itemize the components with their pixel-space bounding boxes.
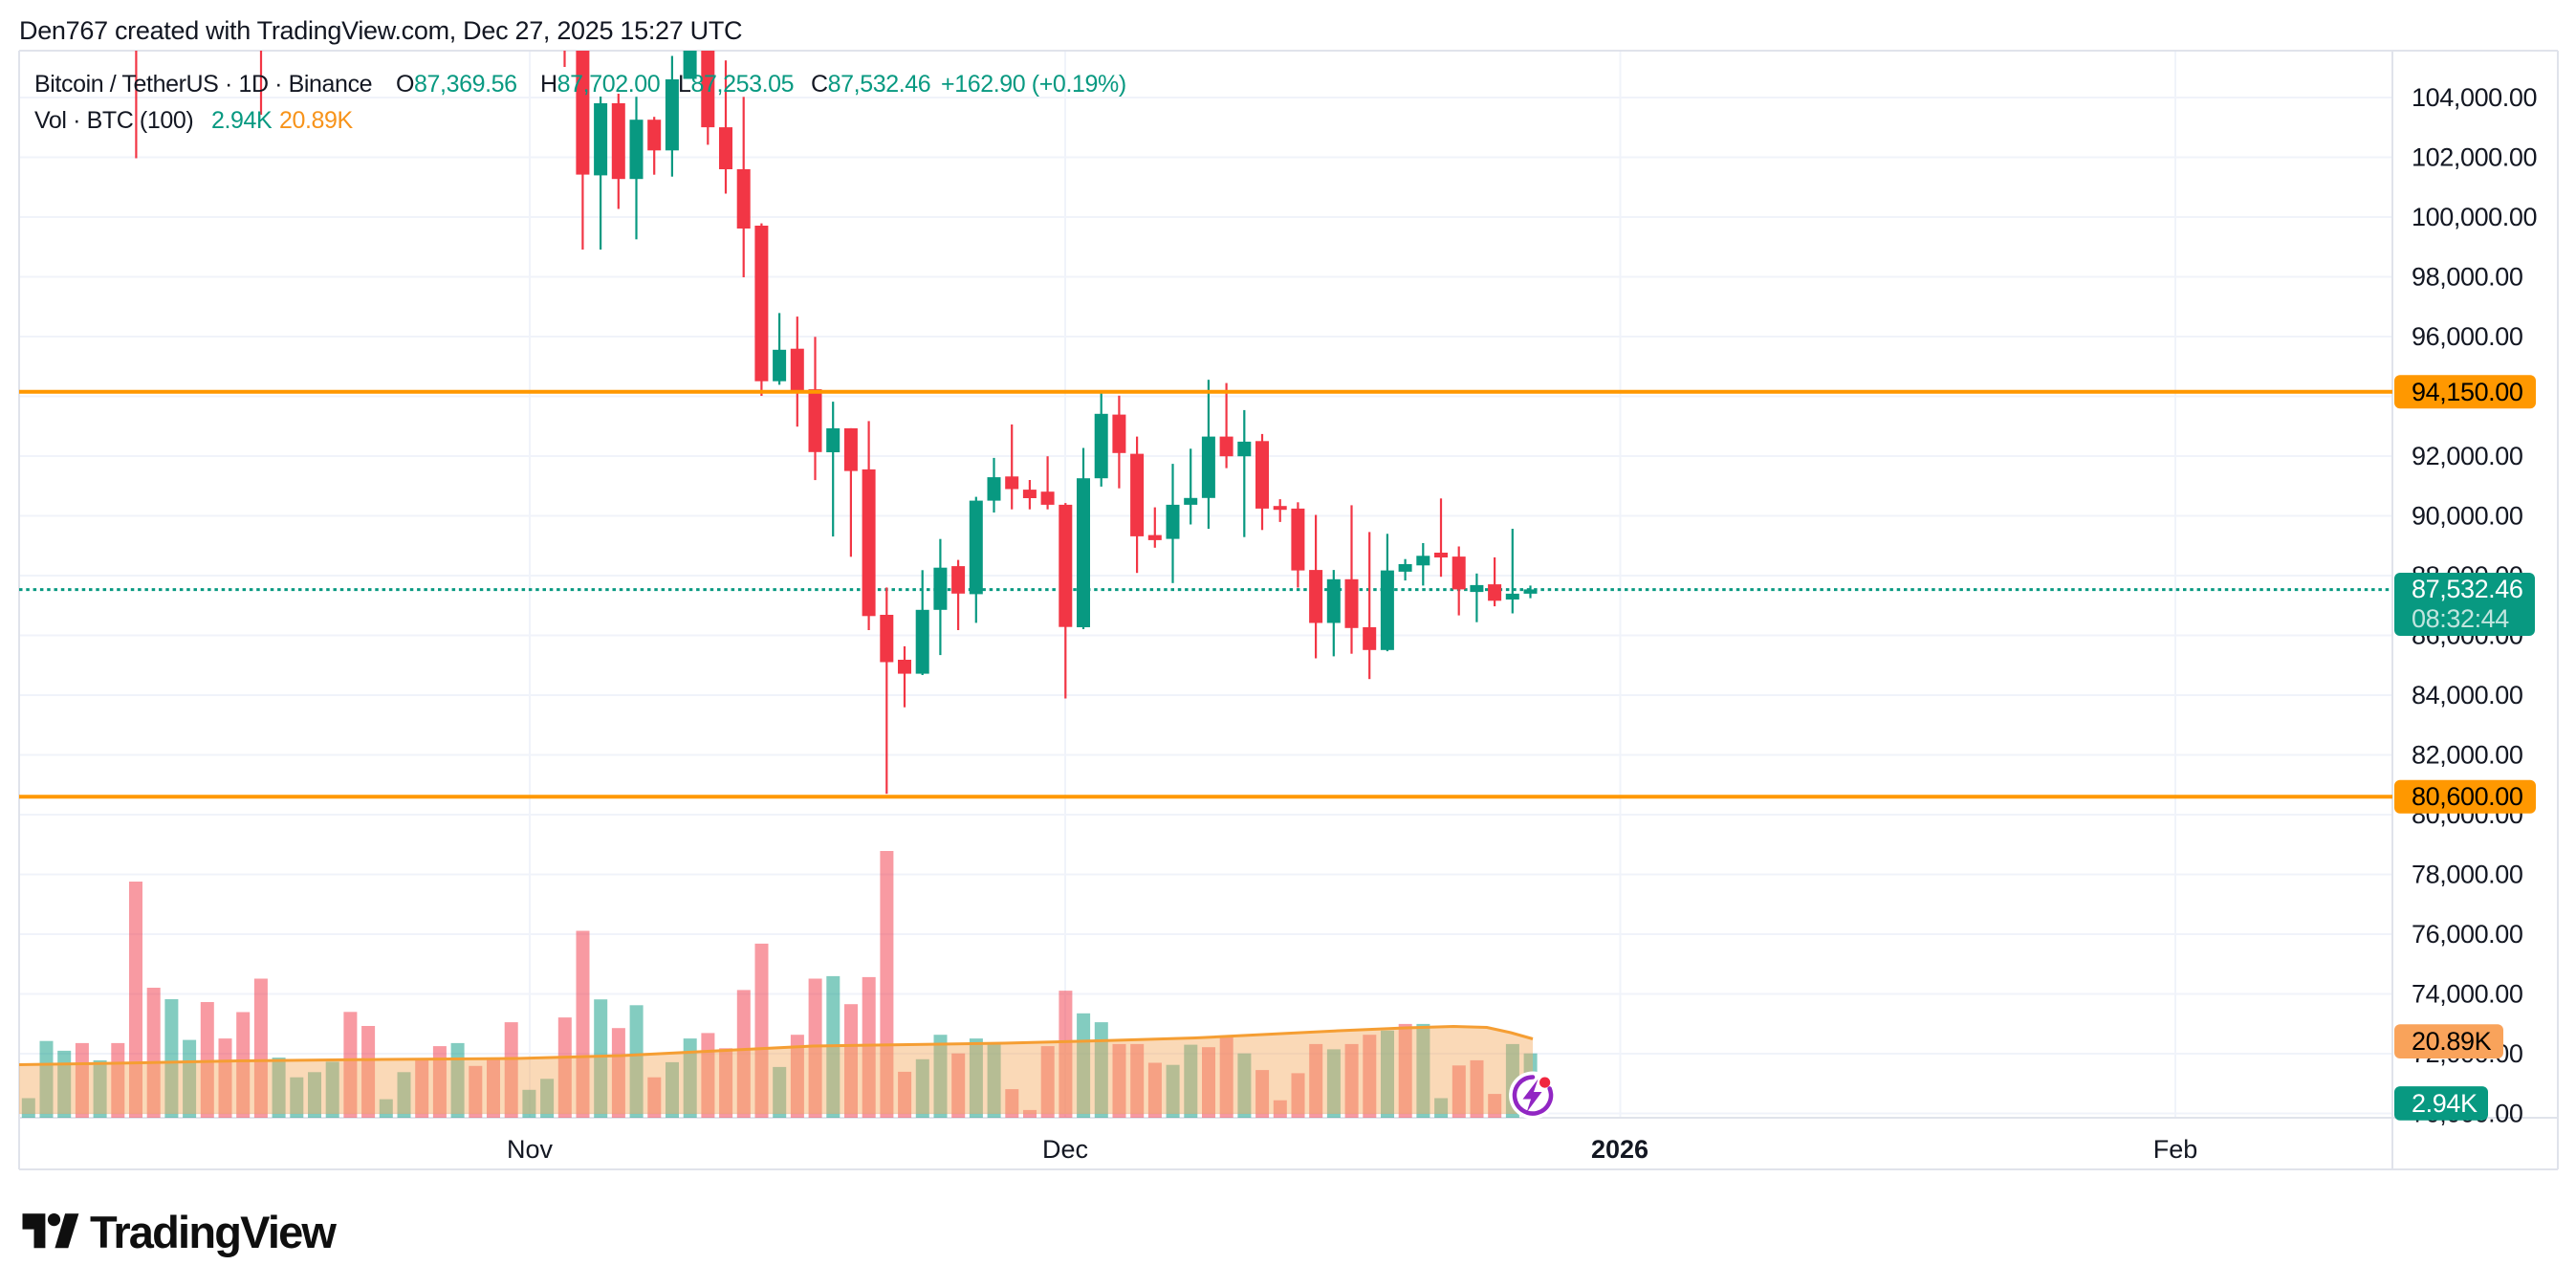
svg-text:80,600.00: 80,600.00 — [2412, 782, 2523, 811]
svg-text:84,000.00: 84,000.00 — [2412, 681, 2523, 709]
svg-text:TradingView: TradingView — [90, 1207, 337, 1257]
svg-text:20.89K: 20.89K — [2412, 1027, 2492, 1056]
svg-text:2.94K: 2.94K — [2412, 1089, 2478, 1118]
svg-text:Nov: Nov — [507, 1135, 554, 1164]
svg-text:Feb: Feb — [2153, 1135, 2198, 1164]
svg-text:H87,702.00: H87,702.00 — [540, 71, 660, 98]
svg-text:L87,253.05: L87,253.05 — [678, 71, 794, 98]
svg-text:+162.90 (+0.19%): +162.90 (+0.19%) — [941, 71, 1126, 98]
svg-text:78,000.00: 78,000.00 — [2412, 861, 2523, 889]
svg-text:08:32:44: 08:32:44 — [2412, 604, 2509, 633]
svg-text:Den767 created with TradingVie: Den767 created with TradingView.com, Dec… — [19, 16, 742, 45]
svg-text:87,532.46: 87,532.46 — [2412, 575, 2523, 603]
svg-text:96,000.00: 96,000.00 — [2412, 322, 2523, 351]
svg-text:2.94K: 2.94K — [211, 107, 273, 134]
svg-text:102,000.00: 102,000.00 — [2412, 143, 2537, 172]
svg-text:92,000.00: 92,000.00 — [2412, 442, 2523, 470]
svg-text:Vol · BTC (100): Vol · BTC (100) — [34, 107, 193, 134]
svg-text:74,000.00: 74,000.00 — [2412, 980, 2523, 1009]
svg-text:76,000.00: 76,000.00 — [2412, 920, 2523, 949]
svg-text:90,000.00: 90,000.00 — [2412, 502, 2523, 531]
svg-text:Dec: Dec — [1042, 1135, 1088, 1164]
svg-text:94,150.00: 94,150.00 — [2412, 378, 2523, 406]
svg-text:O87,369.56: O87,369.56 — [396, 71, 517, 98]
svg-text:104,000.00: 104,000.00 — [2412, 83, 2537, 112]
svg-text:82,000.00: 82,000.00 — [2412, 741, 2523, 770]
svg-text:100,000.00: 100,000.00 — [2412, 203, 2537, 231]
svg-text:2026: 2026 — [1591, 1135, 1648, 1164]
svg-text:Bitcoin / TetherUS · 1D · Bina: Bitcoin / TetherUS · 1D · Binance — [34, 71, 372, 98]
svg-text:C87,532.46: C87,532.46 — [811, 71, 930, 98]
svg-text:98,000.00: 98,000.00 — [2412, 263, 2523, 292]
svg-text:20.89K: 20.89K — [279, 107, 354, 134]
